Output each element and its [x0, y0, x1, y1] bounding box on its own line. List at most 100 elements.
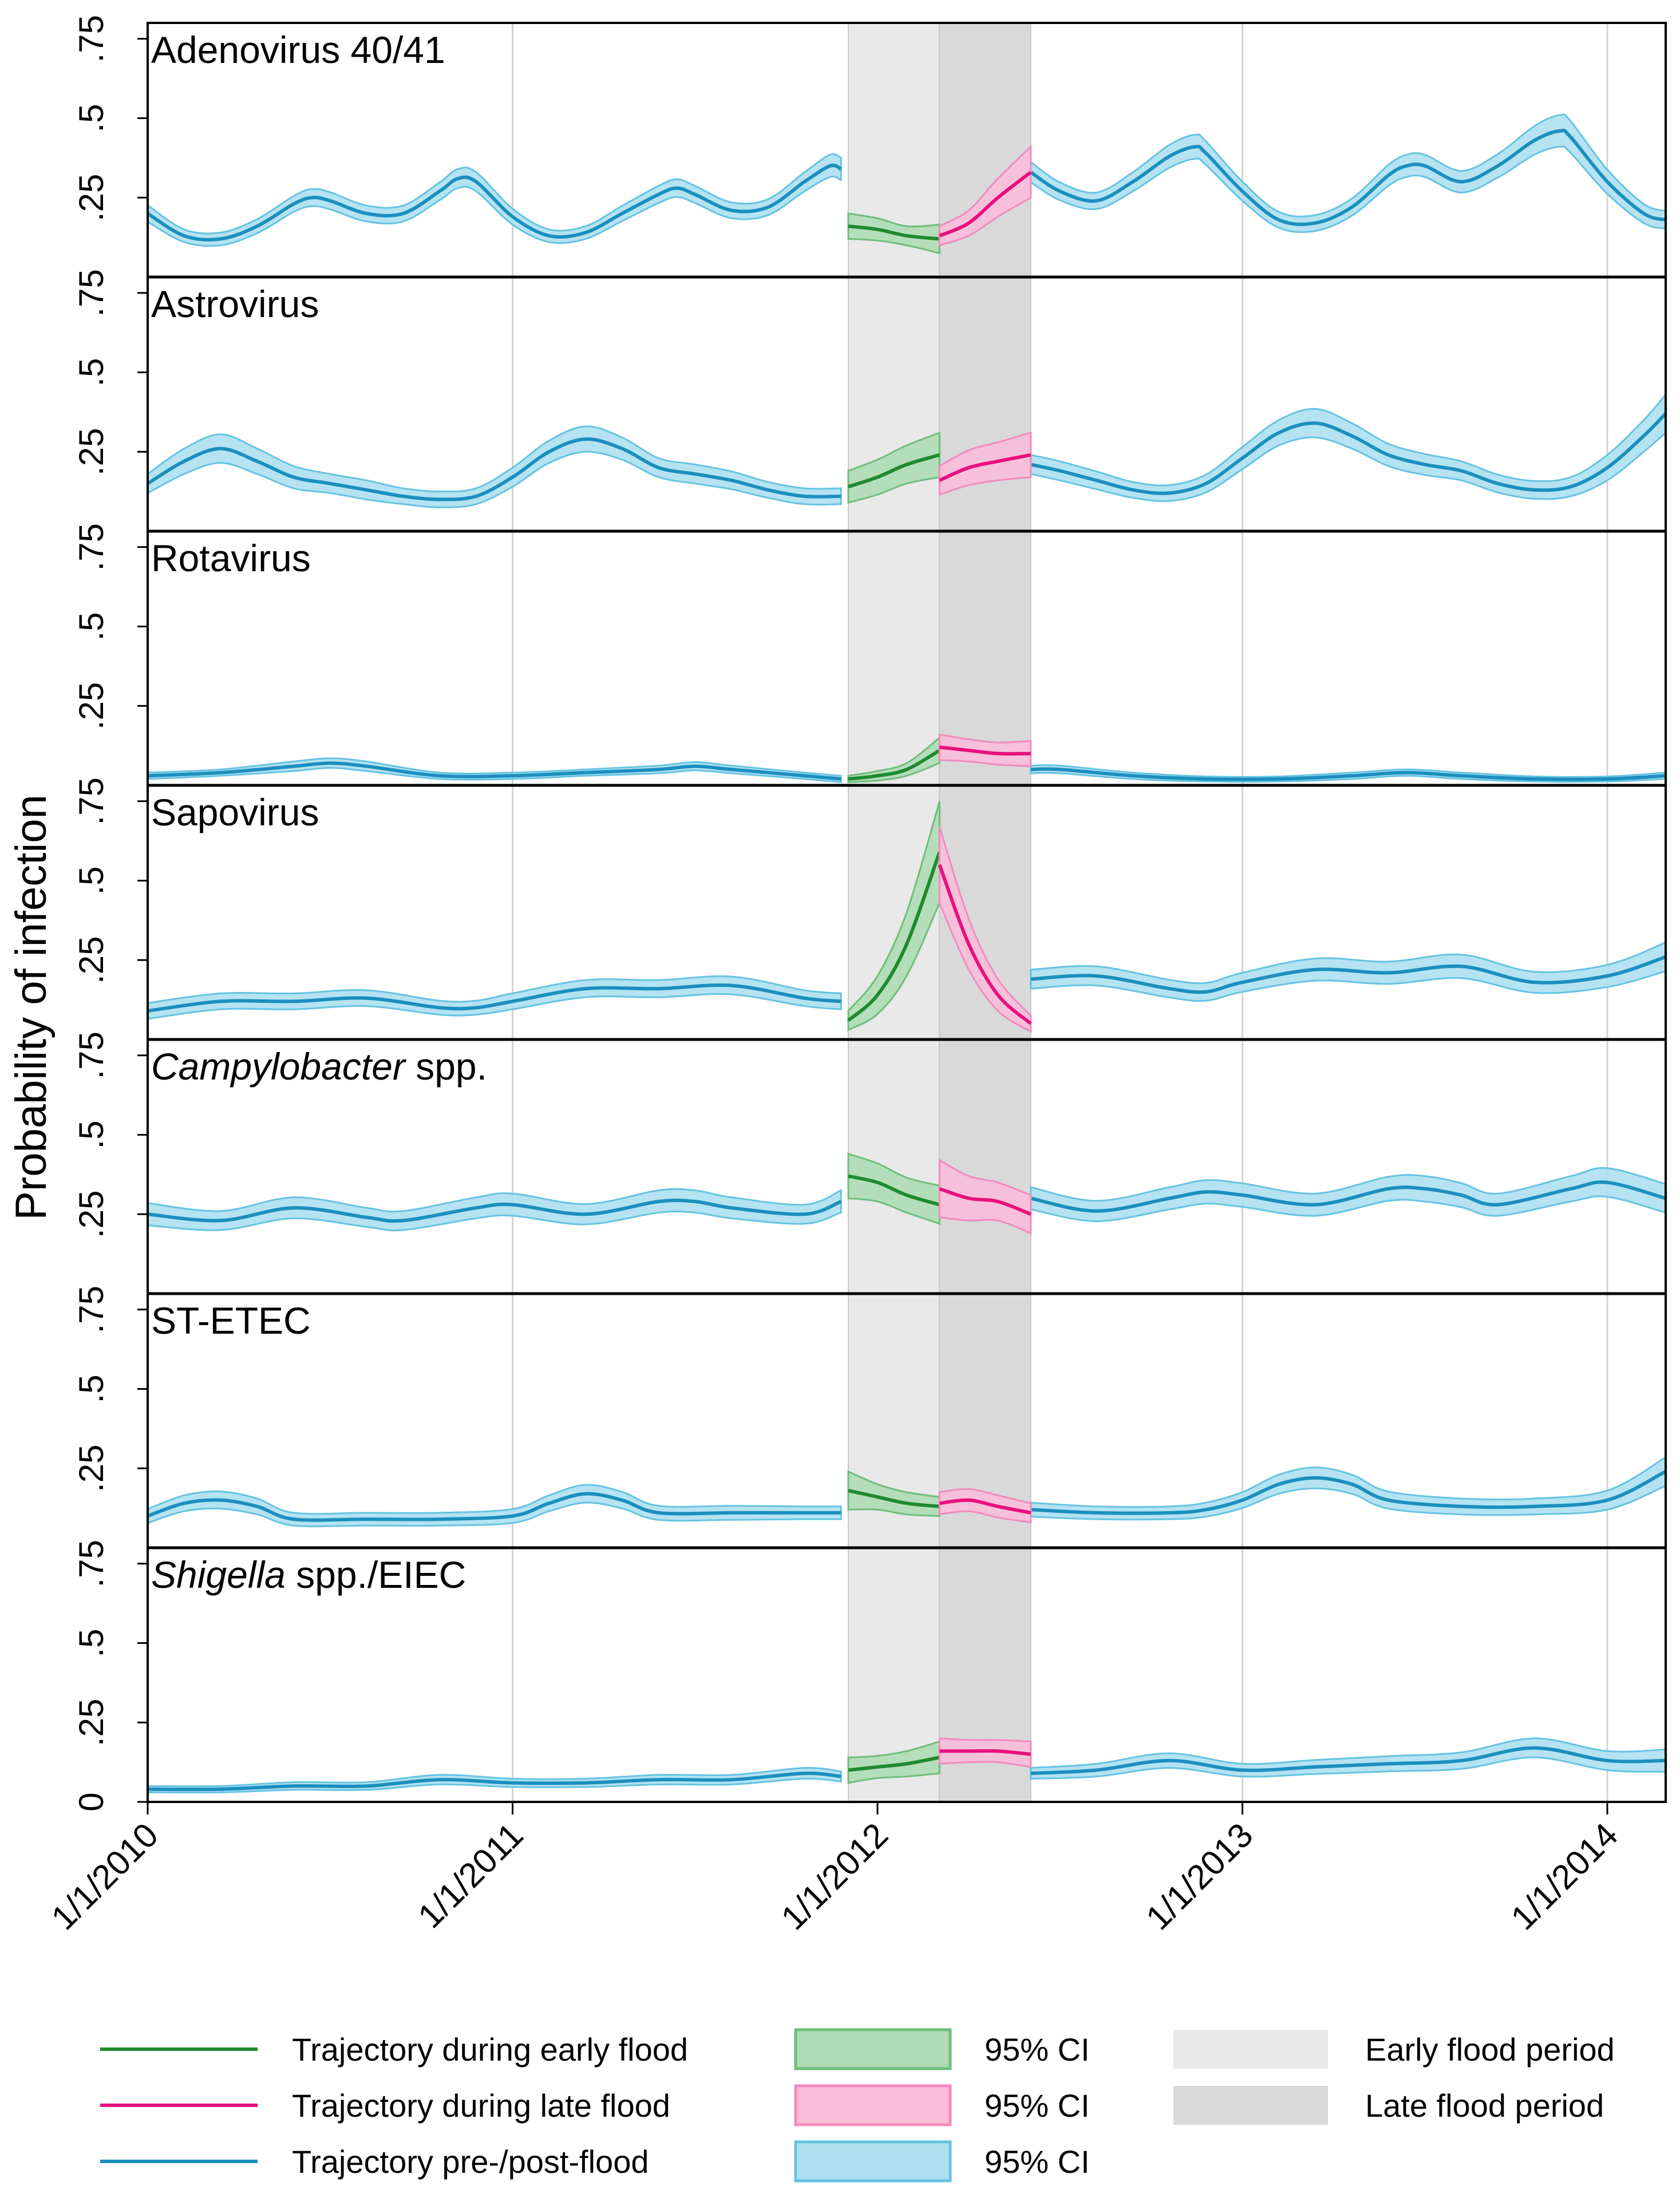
early-flood-trajectory-line	[848, 224, 940, 241]
panel-title: ST-ETEC	[151, 1299, 311, 1342]
late-flood-trajectory-line	[938, 864, 1032, 1025]
early-flood-ci-band	[847, 1740, 940, 1784]
y-tick-label: .25	[72, 428, 110, 476]
x-tick-label: 1/1/2011	[410, 1816, 530, 1935]
panel-title: Shigella spp./EIEC	[151, 1553, 466, 1596]
legend-ci-swatch	[794, 2084, 952, 2126]
pre-post-ci-band	[1030, 1456, 1667, 1521]
early-flood-trajectory-line	[848, 1489, 940, 1508]
pre-post-trajectory-line	[147, 1771, 841, 1792]
legend-label: Trajectory pre-/post-flood	[292, 2144, 649, 2180]
y-tick-label: .5	[72, 104, 110, 132]
legend-label: 95% CI	[985, 2031, 1090, 2068]
pre-post-trajectory-line	[147, 1198, 842, 1223]
y-tick-label: .5	[72, 1628, 110, 1657]
y-tick-label: .25	[72, 1699, 110, 1746]
y-tick-label: .25	[72, 682, 110, 730]
y-tick-label: .5	[72, 1120, 110, 1149]
panel-title: Adenovirus 40/41	[151, 29, 445, 71]
late-flood-ci-band	[938, 1159, 1032, 1235]
early-flood-trajectory-line	[848, 453, 940, 489]
pre-post-ci-band	[147, 1484, 842, 1528]
panel-title-italic: Shigella	[151, 1553, 286, 1596]
legend-ci-swatch	[794, 2140, 952, 2183]
panel-title-rest: spp.	[405, 1045, 487, 1088]
legend-item: 95% CI	[794, 2028, 1090, 2070]
late-flood-trajectory-line	[939, 745, 1031, 756]
pre-post-trajectory-line	[147, 1492, 841, 1522]
panel-title-rest: spp./EIEC	[286, 1553, 466, 1596]
y-tick-label: .75	[72, 1286, 110, 1333]
legend-item: Trajectory during late flood	[100, 2088, 670, 2124]
legend-item: 95% CI	[794, 2084, 1090, 2126]
late-flood-ci-band	[938, 733, 1032, 768]
panel-5: .25 .5 .75 ST-ETEC	[72, 1286, 1667, 1528]
late-flood-ci-band	[938, 1488, 1032, 1524]
year-gridlines	[512, 23, 1608, 1802]
pre-post-trajectory-line	[1030, 1746, 1666, 1776]
late-flood-trajectory-line	[939, 1498, 1031, 1515]
panel-title: Astrovirus	[151, 283, 319, 325]
x-tick-label: 1/1/2012	[774, 1816, 896, 1938]
y-tick-label: .75	[72, 1031, 110, 1079]
early-flood-trajectory-line	[847, 851, 942, 1022]
late-flood-trajectory-line	[939, 453, 1031, 482]
panels: .25 .5 .75 Adenovirus 40/41 .25 .5 .75 Astrovir…	[72, 15, 1667, 1812]
legend-label: Trajectory during late flood	[292, 2088, 670, 2124]
x-tick-label: 1/1/2010	[44, 1816, 166, 1938]
legend-label: 95% CI	[985, 2144, 1090, 2180]
pre-post-trajectory-line	[1030, 412, 1667, 495]
legend-label: Late flood period	[1365, 2088, 1604, 2124]
pre-post-ci-band	[1030, 1737, 1667, 1780]
legend-item: Late flood period	[1173, 2086, 1604, 2125]
panel-6: 0 .25 .5 .75 Shigella spp./EIEC	[72, 1540, 1667, 1812]
panel-title: Rotavirus	[151, 537, 311, 579]
panel-3: .25 .5 .75 Sapovirus	[72, 777, 1667, 1033]
y-tick-label: .25	[72, 936, 110, 984]
legend-period-swatch	[1173, 2030, 1328, 2069]
late-flood-ci-band	[938, 1737, 1032, 1768]
y-tick-label: .25	[72, 174, 110, 222]
frame-border	[147, 22, 1667, 1803]
panel-title-italic: Campylobacter	[151, 1045, 407, 1088]
legend-ci-swatch	[794, 2028, 952, 2070]
pre-post-trajectory-line	[1030, 1180, 1666, 1213]
pre-post-trajectory-line	[147, 761, 841, 781]
late-flood-ci-band	[938, 826, 1032, 1033]
flood-period-shading	[848, 23, 1031, 1802]
x-tick-label: 1/1/2014	[1504, 1816, 1626, 1938]
x-tick-label: 1/1/2013	[1139, 1816, 1260, 1938]
early-flood-trajectory-line	[848, 749, 940, 781]
pre-post-trajectory-line	[1030, 1470, 1667, 1515]
early-flood-trajectory-line	[848, 1756, 940, 1772]
panel-title: Sapovirus	[151, 791, 319, 833]
late-flood-trajectory-line	[939, 1749, 1031, 1756]
y-tick-label: .75	[72, 523, 110, 571]
legend-label: Early flood period	[1365, 2031, 1615, 2068]
plot-frame	[147, 22, 1667, 1803]
legend-item: Trajectory during early flood	[100, 2031, 688, 2068]
y-tick-label: .5	[72, 866, 110, 895]
legend-label: 95% CI	[985, 2088, 1090, 2124]
pre-post-trajectory-line	[1030, 128, 1666, 226]
pre-post-trajectory-line	[147, 983, 841, 1013]
legend: Trajectory during early flood 95% CI Early…	[100, 2028, 1615, 2183]
pre-post-ci-band	[1030, 1167, 1667, 1223]
pre-post-ci-band	[1030, 113, 1667, 234]
legend-item: Trajectory pre-/post-flood	[100, 2144, 649, 2180]
x-axis: 1/1/2010 1/1/2011 1/1/2012 1/1/2013 1/1/2014	[44, 1802, 1626, 1938]
y-tick-label: .5	[72, 1374, 110, 1403]
y-tick-label: .25	[72, 1191, 110, 1238]
y-tick-label: .75	[72, 15, 110, 62]
y-axis-title: Probability of infection	[7, 794, 56, 1220]
y-tick-label: .5	[72, 358, 110, 386]
pre-post-trajectory-line	[1030, 767, 1666, 781]
legend-item: Early flood period	[1173, 2030, 1615, 2069]
early-flood-trajectory-line	[848, 1174, 940, 1207]
y-tick-label: .75	[72, 1540, 110, 1587]
y-tick-label: .75	[72, 777, 110, 825]
pre-post-trajectory-line	[147, 437, 841, 501]
pre-post-ci-band	[147, 425, 842, 508]
legend-period-swatch	[1173, 2086, 1328, 2125]
